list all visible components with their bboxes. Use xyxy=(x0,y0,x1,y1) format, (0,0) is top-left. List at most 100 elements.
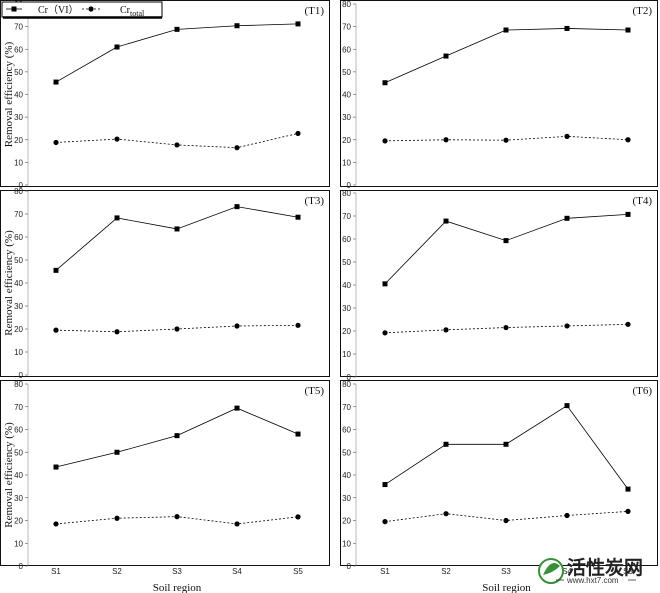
data-point-circle xyxy=(114,136,120,142)
data-point-square xyxy=(564,25,570,31)
data-point-square xyxy=(382,281,388,287)
data-point-circle xyxy=(234,521,240,527)
y-tick-label: 50 xyxy=(342,68,351,77)
y-tick-label: 0 xyxy=(19,562,24,571)
data-point-square xyxy=(295,21,301,27)
data-point-square xyxy=(625,486,631,492)
y-tick-label: 40 xyxy=(342,281,351,290)
data-point-circle xyxy=(174,514,180,520)
y-tick-label: 20 xyxy=(14,517,23,526)
y-tick-label: 30 xyxy=(14,113,23,122)
y-tick-label: 40 xyxy=(14,471,23,480)
panel-frame xyxy=(0,380,330,566)
data-point-square xyxy=(382,80,388,86)
watermark: 活性炭网 www.hxt7.com xyxy=(538,556,643,585)
panel-tag: (T4) xyxy=(632,195,652,207)
y-tick-label: 10 xyxy=(14,158,23,167)
data-point-square xyxy=(114,449,120,455)
y-tick-label: 50 xyxy=(14,68,23,77)
x-tick-label: S4 xyxy=(562,567,572,576)
series-line-1 xyxy=(55,206,299,271)
chart-panel-4: 0 10 20 30 40 50 60 70 80 (T4) xyxy=(340,189,658,382)
y-tick-label: 60 xyxy=(14,45,23,54)
panel-frame xyxy=(0,0,330,187)
y-tick-label: 0 xyxy=(19,181,24,190)
data-point-square xyxy=(443,218,449,224)
data-point-circle xyxy=(564,133,570,139)
data-point-circle xyxy=(625,508,631,514)
y-tick-label: 30 xyxy=(14,302,23,311)
data-point-circle xyxy=(564,323,570,329)
y-tick-label: 20 xyxy=(14,325,23,334)
data-point-square xyxy=(53,267,59,273)
data-point-circle xyxy=(295,514,301,520)
y-tick-label: 50 xyxy=(14,448,23,457)
y-tick-label: 60 xyxy=(14,233,23,242)
y-tick-label: 40 xyxy=(342,91,351,100)
data-point-circle xyxy=(382,330,388,336)
x-tick-label: S2 xyxy=(112,567,122,576)
y-tick-label: 70 xyxy=(342,23,351,32)
legend-label-crtotal: Crtotal xyxy=(120,5,145,18)
panel-tag: (T6) xyxy=(632,385,652,397)
data-point-circle xyxy=(443,511,449,517)
x-tick-label: S1 xyxy=(51,567,61,576)
panel-frame xyxy=(340,190,658,377)
legend-marker-circle xyxy=(88,6,94,12)
data-point-circle xyxy=(382,519,388,525)
y-tick-label: 10 xyxy=(342,539,351,548)
legend: Cr（VI） Crtotal xyxy=(1,1,163,19)
y-tick-label: 10 xyxy=(342,158,351,167)
y-tick-label: 30 xyxy=(14,494,23,503)
data-point-square xyxy=(234,204,240,210)
y-tick-label: 40 xyxy=(14,279,23,288)
y-tick-label: 10 xyxy=(14,348,23,357)
data-point-circle xyxy=(174,142,180,148)
data-point-circle xyxy=(114,515,120,521)
x-axis-label: Soil region xyxy=(482,582,531,593)
data-point-square xyxy=(443,53,449,59)
data-point-square xyxy=(625,211,631,217)
data-point-circle xyxy=(53,521,59,527)
data-point-circle xyxy=(625,137,631,143)
legend-label-crtotal-base: Cr xyxy=(120,5,131,16)
data-point-circle xyxy=(295,322,301,328)
y-tick-label: 50 xyxy=(14,256,23,265)
y-tick-label: 70 xyxy=(14,210,23,219)
x-tick-label: S1 xyxy=(380,567,390,576)
y-tick-label: 50 xyxy=(342,448,351,457)
x-tick-label: S5 xyxy=(293,567,303,576)
y-tick-label: 80 xyxy=(342,0,351,9)
y-tick-label: 10 xyxy=(342,350,351,359)
y-tick-label: 60 xyxy=(342,426,351,435)
y-tick-label: 20 xyxy=(342,136,351,145)
data-point-square xyxy=(53,79,59,85)
y-tick-label: 0 xyxy=(347,181,352,190)
data-point-square xyxy=(443,441,449,447)
y-tick-label: 80 xyxy=(14,187,23,196)
x-axis-label: Soil region xyxy=(153,582,202,593)
y-tick-label: 70 xyxy=(14,23,23,32)
y-tick-label: 20 xyxy=(14,136,23,145)
y-tick-label: 80 xyxy=(14,380,23,389)
series-line-1 xyxy=(384,405,629,490)
data-point-square xyxy=(114,215,120,221)
data-point-square xyxy=(174,226,180,232)
data-point-circle xyxy=(234,145,240,151)
y-tick-label: 30 xyxy=(342,113,351,122)
data-point-square xyxy=(503,441,509,447)
data-point-square xyxy=(564,215,570,221)
data-point-square xyxy=(234,405,240,411)
y-tick-label: 30 xyxy=(342,494,351,503)
panel-frame xyxy=(340,380,658,566)
y-tick-label: 20 xyxy=(342,517,351,526)
x-tick-label: S4 xyxy=(232,567,242,576)
y-tick-label: 80 xyxy=(342,380,351,389)
data-point-circle xyxy=(443,327,449,333)
data-point-circle xyxy=(503,517,509,524)
y-tick-label: 60 xyxy=(14,426,23,435)
y-axis-label: Removal efficiency (%) xyxy=(3,422,15,528)
data-point-square xyxy=(503,238,509,244)
